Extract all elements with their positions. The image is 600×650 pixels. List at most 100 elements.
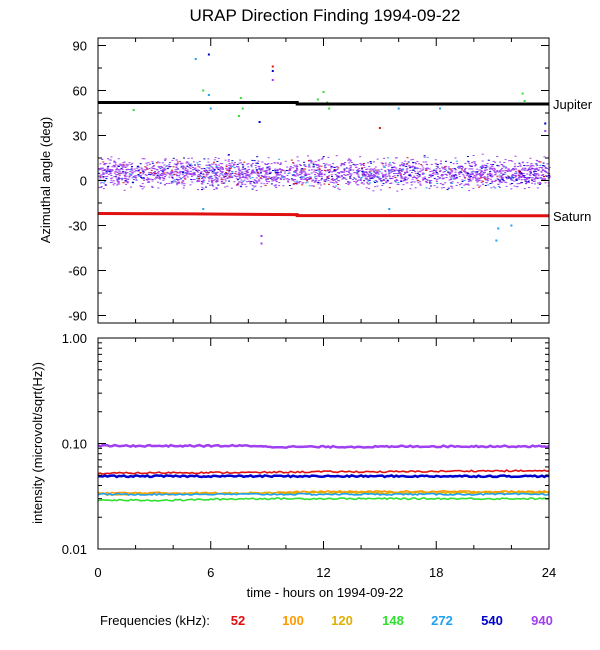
band-point [263,176,266,178]
band-point [126,168,129,170]
band-point [388,175,391,177]
band-point [147,181,150,183]
band-point [318,187,321,189]
band-point [146,168,149,170]
band-point [325,179,328,181]
band-point [412,169,415,171]
band-point [251,188,254,190]
band-point [178,175,180,177]
band-point [223,177,226,179]
band-point [528,173,531,175]
band-point [378,170,381,172]
band-point [130,169,133,171]
band-point [313,169,316,171]
band-point [280,162,282,164]
band-point [212,172,215,174]
band-point [167,165,170,167]
band-point [237,183,239,185]
band-point [251,177,254,178]
band-point [272,179,275,181]
band-point [177,168,180,170]
band-point [372,174,375,176]
band-point [524,168,527,170]
band-point [418,174,421,175]
band-point [520,182,523,184]
band-point [320,184,322,186]
band-point [499,180,502,182]
band-point [455,175,458,177]
band-point [340,165,343,167]
band-point [287,181,290,183]
band-point [306,177,309,179]
band-point [405,165,408,167]
band-point [353,181,356,182]
band-point [358,168,361,170]
band-point [425,179,428,180]
band-point [466,183,469,185]
band-point [302,171,305,173]
band-point [221,172,224,173]
band-point [209,170,211,172]
band-point [297,182,300,184]
band-point [498,176,501,178]
band-point [333,186,336,188]
band-point [433,169,435,171]
band-point [539,167,542,168]
band-point [335,155,338,157]
band-point [443,171,446,172]
band-point [537,175,540,177]
band-point [536,160,539,162]
band-point [259,172,262,174]
jupiter-line [98,101,549,106]
band-point [502,165,504,167]
band-point [327,170,330,172]
band-point [520,172,523,173]
band-point [318,170,321,172]
band-point [261,161,264,163]
band-point [449,178,452,180]
legend-item-52-khz: 52 [231,613,245,628]
band-point [533,171,536,173]
band-point [345,183,348,184]
band-point [299,177,302,179]
band-point [182,174,185,176]
band-point [380,168,383,170]
band-point [425,168,427,170]
band-point [160,166,163,167]
band-point [382,179,385,181]
band-point [163,167,166,169]
band-point [484,167,487,169]
band-point [492,164,495,165]
band-point [348,169,351,171]
band-point [453,175,455,177]
band-point [471,172,474,174]
band-point [113,172,116,174]
band-point [362,183,365,185]
band-point [406,170,409,172]
band-point [459,165,462,167]
band-point [459,166,462,168]
band-point [274,168,277,170]
band-point [416,173,419,175]
band-point [533,179,536,181]
band-point [124,173,127,175]
band-point [146,164,149,166]
band-point [238,174,241,176]
band-point [202,175,205,177]
band-point [147,162,150,164]
band-point [514,176,517,178]
band-point [525,183,527,185]
band-point [380,172,383,174]
band-point [429,174,432,176]
band-point [189,165,192,167]
band-point [161,170,164,172]
band-point [175,163,178,165]
band-point [324,164,327,166]
band-point [450,185,452,187]
band-point [259,169,262,171]
band-point [460,169,463,171]
band-point [507,169,510,171]
band-point [259,170,262,172]
band-point [331,166,334,168]
band-point [498,180,501,182]
